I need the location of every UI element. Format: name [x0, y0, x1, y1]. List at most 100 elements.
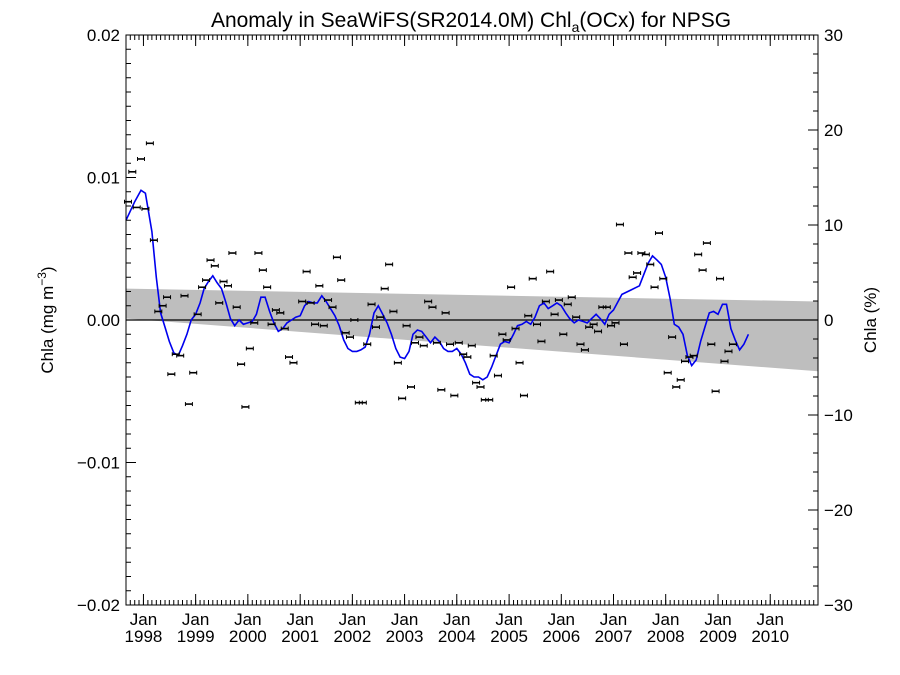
data-point: [672, 384, 681, 389]
chart-title-end: (OCx) for NPSG: [579, 9, 731, 32]
data-point: [646, 262, 655, 267]
data-point: [189, 370, 198, 375]
data-point: [145, 141, 154, 146]
x-tick-label-year: 2006: [542, 627, 580, 646]
data-point: [698, 268, 707, 273]
data-point: [258, 268, 267, 273]
data-point: [550, 312, 559, 317]
data-point: [694, 252, 703, 257]
x-tick-label-year: 2000: [229, 627, 267, 646]
x-tick-label-month: Jan: [234, 610, 261, 629]
x-tick-label-year: 2005: [490, 627, 528, 646]
data-point: [210, 263, 219, 268]
data-point: [589, 322, 598, 327]
y-axis-label: Chla (mg m−3): [35, 266, 57, 373]
data-point: [180, 293, 189, 298]
x-tick-label-month: Jan: [652, 610, 679, 629]
data-point: [411, 340, 420, 345]
data-point: [198, 285, 207, 290]
data-point: [389, 309, 398, 314]
data-point: [241, 404, 250, 409]
x-tick-label-month: Jan: [757, 610, 784, 629]
data-point: [315, 283, 324, 288]
data-point: [232, 305, 241, 310]
data-point: [602, 305, 611, 310]
data-point: [476, 384, 485, 389]
data-point: [337, 278, 346, 283]
data-point: [184, 402, 193, 407]
data-point: [711, 389, 720, 394]
y2-tick-label: 30: [824, 26, 843, 45]
x-tick-label-year: 2002: [333, 627, 371, 646]
data-point: [424, 299, 433, 304]
data-point: [724, 349, 733, 354]
data-point: [215, 300, 224, 305]
data-point: [228, 251, 237, 256]
data-point: [702, 241, 711, 246]
x-tick-label-year: 2001: [281, 627, 319, 646]
data-point: [437, 387, 446, 392]
x-tick-label-year: 2008: [647, 627, 685, 646]
data-point: [341, 330, 350, 335]
data-point: [519, 393, 528, 398]
data-point: [507, 285, 516, 290]
data-point: [380, 286, 389, 291]
data-point: [463, 355, 472, 360]
data-point: [641, 252, 650, 257]
x-tick-label-month: Jan: [704, 610, 731, 629]
data-point: [720, 359, 729, 364]
x-tick-label-year: 1998: [125, 627, 163, 646]
data-point: [668, 335, 677, 340]
data-point: [245, 346, 254, 351]
data-point: [407, 384, 416, 389]
data-point: [263, 285, 272, 290]
data-point: [163, 295, 172, 300]
data-point: [572, 315, 581, 320]
x-tick-label-month: Jan: [495, 610, 522, 629]
data-point: [176, 353, 185, 358]
data-point: [128, 169, 137, 174]
data-point: [402, 323, 411, 328]
data-point: [619, 342, 628, 347]
data-point: [580, 347, 589, 352]
data-point: [663, 370, 672, 375]
series-line-0: [125, 189, 750, 381]
data-point: [567, 295, 576, 300]
y2-tick-label: −30: [824, 596, 853, 615]
x-tick-label-month: Jan: [443, 610, 470, 629]
data-point: [254, 251, 263, 256]
data-point: [563, 302, 572, 307]
data-point: [559, 332, 568, 337]
data-point: [363, 342, 372, 347]
data-point: [728, 342, 737, 347]
data-point: [319, 323, 328, 328]
x-tick-label-year: 2009: [699, 627, 737, 646]
data-point: [454, 340, 463, 345]
data-point: [676, 377, 685, 382]
x-tick-label-year: 2007: [595, 627, 633, 646]
data-point: [615, 222, 624, 227]
y2-tick-label: −10: [824, 406, 853, 425]
data-point: [328, 305, 337, 310]
data-point: [332, 255, 341, 260]
x-tick-label-month: Jan: [600, 610, 627, 629]
data-point: [302, 269, 311, 274]
data-point: [280, 326, 289, 331]
data-point: [528, 276, 537, 281]
data-point: [624, 251, 633, 256]
data-point: [206, 258, 215, 263]
x-tick-label-month: Jan: [391, 610, 418, 629]
x-tick-label-month: Jan: [130, 610, 157, 629]
chart-title: Anomaly in SeaWiFS(SR2014.0M) Chla(OCx) …: [211, 9, 731, 35]
data-point: [276, 310, 285, 315]
y2-tick-label: 10: [824, 216, 843, 235]
data-point: [289, 360, 298, 365]
data-point: [585, 325, 594, 330]
data-point: [432, 340, 441, 345]
x-tick-label-month: Jan: [339, 610, 366, 629]
data-point: [419, 343, 428, 348]
data-point: [415, 335, 424, 340]
data-point: [485, 397, 494, 402]
data-point: [628, 275, 637, 280]
data-point: [659, 276, 668, 281]
